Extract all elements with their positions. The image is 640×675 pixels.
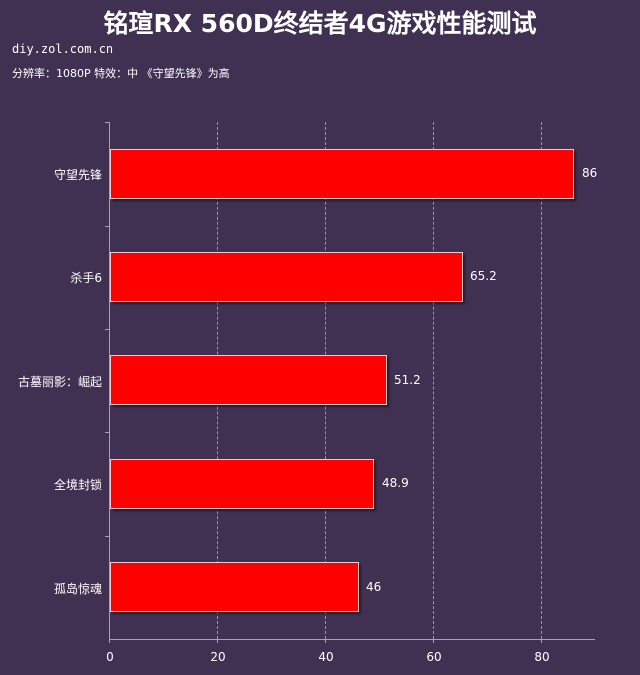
x-tick-label: 80 bbox=[534, 650, 550, 664]
category-label: 古墓丽影：崛起 bbox=[17, 375, 102, 389]
bar bbox=[110, 459, 374, 509]
source-site: diy.zol.com.cn bbox=[12, 42, 114, 56]
bar bbox=[110, 149, 574, 199]
x-tick bbox=[433, 639, 434, 643]
x-tick-label: 60 bbox=[426, 650, 442, 664]
x-tick-label: 40 bbox=[318, 650, 334, 664]
category-label: 守望先锋 bbox=[53, 168, 102, 182]
y-axis bbox=[109, 122, 110, 639]
category-label: 全境封锁 bbox=[53, 478, 102, 492]
x-tick-label: 0 bbox=[106, 650, 114, 664]
x-tick bbox=[325, 639, 326, 643]
x-tick bbox=[217, 639, 218, 643]
bar bbox=[110, 562, 359, 612]
y-tick bbox=[105, 329, 109, 330]
bar-value-label: 65.2 bbox=[470, 269, 497, 283]
x-tick bbox=[541, 639, 542, 643]
y-tick bbox=[105, 432, 109, 433]
chart-title: 铭瑄RX 560D终结者4G游戏性能测试 bbox=[103, 9, 537, 38]
bar bbox=[110, 252, 463, 302]
chart-subtitle: 分辨率：1080P 特效：中 《守望先锋》为高 bbox=[12, 67, 230, 80]
x-tick-label: 20 bbox=[210, 650, 226, 664]
x-axis bbox=[109, 639, 595, 640]
x-tick bbox=[109, 639, 110, 643]
y-tick bbox=[105, 122, 109, 123]
bar-value-label: 48.9 bbox=[382, 476, 409, 490]
gridline-60 bbox=[433, 122, 434, 639]
y-tick bbox=[105, 536, 109, 537]
gridline-80 bbox=[541, 122, 542, 639]
bar-value-label: 46 bbox=[366, 580, 382, 594]
bar-value-label: 51.2 bbox=[394, 373, 421, 387]
y-tick bbox=[105, 226, 109, 227]
category-label: 杀手6 bbox=[70, 271, 102, 285]
bar bbox=[110, 355, 387, 405]
category-label: 孤岛惊魂 bbox=[53, 582, 102, 596]
bar-value-label: 86 bbox=[582, 166, 598, 180]
